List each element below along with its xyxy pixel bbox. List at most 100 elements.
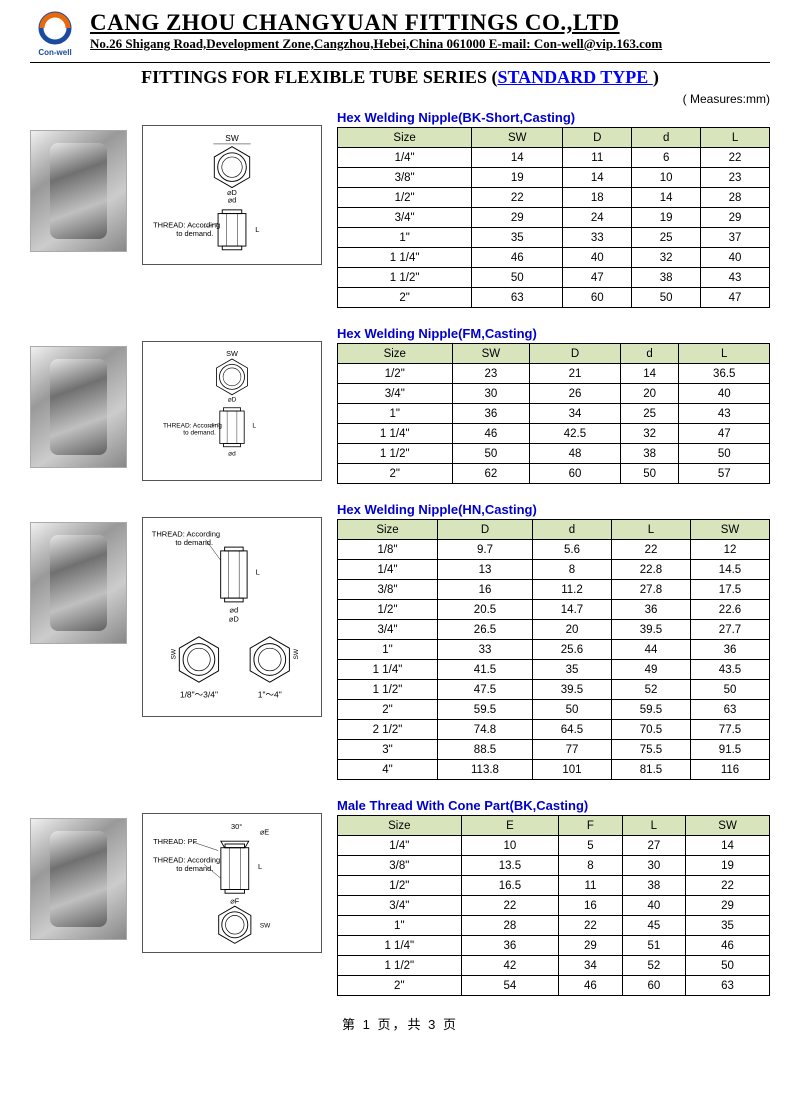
table-row: 1 1/4"4642.53247	[338, 424, 770, 444]
table-cell: 45	[622, 916, 685, 936]
table-cell: 1/4"	[338, 148, 472, 168]
svg-text:Con-well: Con-well	[38, 48, 71, 57]
table-cell: 52	[622, 956, 685, 976]
table-title: Male Thread With Cone Part(BK,Casting)	[337, 798, 770, 813]
table-cell: 2 1/2"	[338, 720, 438, 740]
table-cell: 32	[632, 248, 701, 268]
table-cell: 43.5	[690, 660, 769, 680]
table-cell: 39.5	[532, 680, 611, 700]
table-cell: 113.8	[438, 760, 533, 780]
table-cell: 43	[679, 404, 770, 424]
table-cell: 1 1/2"	[338, 680, 438, 700]
table-cell: 36	[461, 936, 559, 956]
table-cell: 20	[620, 384, 679, 404]
table-cell: 16.5	[461, 876, 559, 896]
table-cell: 47	[701, 288, 770, 308]
table-cell: 50	[679, 444, 770, 464]
table-cell: 116	[690, 760, 769, 780]
table-cell: 47	[563, 268, 632, 288]
table-row: 2"62605057	[338, 464, 770, 484]
table-row: 2"54466063	[338, 976, 770, 996]
svg-text:to demand.: to demand.	[176, 864, 213, 873]
table-row: 1"36342543	[338, 404, 770, 424]
table-cell: 37	[701, 228, 770, 248]
svg-text:⌀d: ⌀d	[230, 605, 239, 614]
table-cell: 36.5	[679, 364, 770, 384]
table-cell: 14.5	[690, 560, 769, 580]
table-row: 2 1/2"74.864.570.577.5	[338, 720, 770, 740]
product-row: SW ⌀D THREAD: According to demand. L ⌀d …	[30, 326, 770, 484]
svg-text:SW: SW	[293, 648, 300, 659]
table-row: 1/2"23211436.5	[338, 364, 770, 384]
table-cell: 5.6	[532, 540, 611, 560]
table-cell: 48	[530, 444, 620, 464]
spec-table: SizeDdLSW1/8"9.75.622121/4"13822.814.53/…	[337, 519, 770, 780]
table-header-cell: SW	[686, 816, 770, 836]
table-cell: 22	[611, 540, 690, 560]
table-row: 1 1/4"36295146	[338, 936, 770, 956]
table-header-cell: Size	[338, 816, 462, 836]
table-cell: 50	[472, 268, 563, 288]
table-cell: 19	[632, 208, 701, 228]
table-cell: 40	[701, 248, 770, 268]
table-cell: 26.5	[438, 620, 533, 640]
table-row: 4"113.810181.5116	[338, 760, 770, 780]
table-cell: 2"	[338, 464, 453, 484]
svg-text:SW: SW	[225, 133, 239, 143]
table-title: Hex Welding Nipple(BK-Short,Casting)	[337, 110, 770, 125]
table-cell: 46	[686, 936, 770, 956]
table-cell: 2"	[338, 700, 438, 720]
table-cell: 6	[632, 148, 701, 168]
table-cell: 33	[438, 640, 533, 660]
table-cell: 14	[563, 168, 632, 188]
svg-text:to demand.: to demand.	[183, 430, 216, 437]
table-row: 1 1/2"42345250	[338, 956, 770, 976]
table-cell: 1/4"	[338, 836, 462, 856]
table-cell: 64.5	[532, 720, 611, 740]
table-cell: 74.8	[438, 720, 533, 740]
table-cell: 42.5	[530, 424, 620, 444]
table-row: 2"63605047	[338, 288, 770, 308]
svg-text:⌀F: ⌀F	[230, 896, 239, 905]
table-cell: 21	[530, 364, 620, 384]
table-cell: 47	[679, 424, 770, 444]
table-cell: 52	[611, 680, 690, 700]
table-cell: 1 1/2"	[338, 444, 453, 464]
table-cell: 22.8	[611, 560, 690, 580]
table-row: 1"3325.64436	[338, 640, 770, 660]
standard-type-link[interactable]: STANDARD TYPE	[497, 67, 652, 87]
table-cell: 26	[530, 384, 620, 404]
table-row: 3/4"26.52039.527.7	[338, 620, 770, 640]
table-cell: 13	[438, 560, 533, 580]
table-cell: 57	[679, 464, 770, 484]
table-cell: 62	[452, 464, 530, 484]
table-row: 1/2"16.5113822	[338, 876, 770, 896]
product-photo	[30, 346, 127, 468]
table-cell: 101	[532, 760, 611, 780]
table-cell: 34	[559, 956, 622, 976]
table-cell: 3/8"	[338, 856, 462, 876]
table-cell: 60	[530, 464, 620, 484]
table-header-cell: SW	[690, 520, 769, 540]
table-header-cell: L	[611, 520, 690, 540]
product-photo	[30, 522, 127, 644]
table-cell: 29	[701, 208, 770, 228]
table-row: 3"88.57775.591.5	[338, 740, 770, 760]
table-cell: 17.5	[690, 580, 769, 600]
table-cell: 4"	[338, 760, 438, 780]
table-cell: 23	[701, 168, 770, 188]
table-title: Hex Welding Nipple(FM,Casting)	[337, 326, 770, 341]
product-row: THREAD: According to demand. L ⌀d ⌀D SW …	[30, 502, 770, 780]
product-photo	[30, 818, 127, 940]
svg-text:30°: 30°	[231, 822, 242, 831]
table-cell: 27.7	[690, 620, 769, 640]
svg-text:⌀d: ⌀d	[228, 195, 237, 204]
table-cell: 32	[620, 424, 679, 444]
table-cell: 91.5	[690, 740, 769, 760]
table-cell: 63	[690, 700, 769, 720]
table-row: 1/4"1411622	[338, 148, 770, 168]
table-cell: 60	[622, 976, 685, 996]
table-header-cell: D	[563, 128, 632, 148]
table-cell: 1"	[338, 228, 472, 248]
table-cell: 11	[559, 876, 622, 896]
